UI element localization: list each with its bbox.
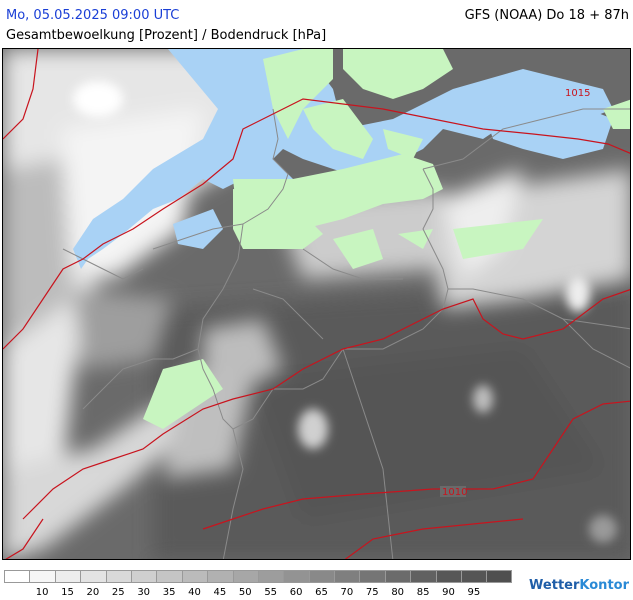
model-run-label: GFS (NOAA) Do 18 + 87h bbox=[464, 8, 629, 23]
legend-label: 80 bbox=[391, 587, 405, 598]
isobar-label-1010: 1010 bbox=[442, 487, 467, 498]
legend-cell bbox=[461, 570, 487, 583]
legend-cell bbox=[359, 570, 385, 583]
logo-text-part1: Wetter bbox=[529, 578, 580, 593]
legend-cell bbox=[207, 570, 233, 583]
legend-label: 40 bbox=[188, 587, 201, 598]
legend-bar bbox=[4, 570, 512, 583]
chart-title: Gesamtbewoelkung [Prozent] / Bodendruck … bbox=[6, 28, 327, 43]
legend-cell bbox=[156, 570, 182, 583]
legend-cell bbox=[308, 570, 335, 583]
legend-label: 20 bbox=[86, 587, 100, 598]
legend-cell bbox=[181, 570, 208, 583]
legend-cell bbox=[4, 570, 30, 583]
legend-cell bbox=[130, 570, 157, 583]
legend-cell bbox=[105, 570, 131, 583]
legend-label: 15 bbox=[61, 587, 74, 598]
legend-label: 45 bbox=[213, 587, 227, 598]
legend-cell bbox=[80, 570, 106, 583]
map-svg: 1015 1010 bbox=[3, 49, 630, 559]
legend-cell bbox=[283, 570, 309, 583]
legend-cell bbox=[334, 570, 360, 583]
legend-label: 10 bbox=[35, 587, 49, 598]
legend-label: 85 bbox=[416, 587, 430, 598]
legend-label: 60 bbox=[289, 587, 303, 598]
legend-label: 70 bbox=[340, 587, 354, 598]
legend-cell bbox=[54, 570, 81, 583]
legend-label: 25 bbox=[111, 587, 125, 598]
legend-cell bbox=[29, 570, 55, 583]
sea-areas bbox=[73, 49, 613, 269]
isobar-labels: 1015 1010 bbox=[440, 87, 590, 498]
legend-label: 30 bbox=[137, 587, 151, 598]
legend-label: 75 bbox=[365, 587, 379, 598]
header-left: Mo, 05.05.2025 09:00 UTC Gesamtbewoelkun… bbox=[6, 6, 326, 46]
legend-cell bbox=[435, 570, 462, 583]
legend-cell bbox=[232, 570, 258, 583]
logo-text-part2: Kontor bbox=[579, 578, 629, 593]
legend-label: 50 bbox=[238, 587, 252, 598]
legend-label: 95 bbox=[467, 587, 481, 598]
weather-map: 1015 1010 bbox=[2, 48, 631, 560]
datetime-label: Mo, 05.05.2025 09:00 UTC bbox=[6, 8, 180, 23]
wetterkontor-logo: WetterKontor bbox=[529, 578, 629, 593]
legend-label: 90 bbox=[442, 587, 455, 598]
legend-cell bbox=[257, 570, 284, 583]
legend-label: 35 bbox=[162, 587, 176, 598]
legend-cell bbox=[410, 570, 436, 583]
legend-cell bbox=[486, 570, 512, 583]
legend-label: 55 bbox=[264, 587, 278, 598]
legend-label: 65 bbox=[315, 587, 328, 598]
borders bbox=[62, 108, 630, 559]
legend-labels: 10 15 20 25 30 35 40 45 50 55 60 65 70 75 80 85 90 95 bbox=[4, 587, 514, 599]
isobar-label-1015: 1015 bbox=[565, 88, 590, 99]
legend-cell bbox=[384, 570, 411, 583]
clear-sky-areas bbox=[143, 49, 630, 429]
